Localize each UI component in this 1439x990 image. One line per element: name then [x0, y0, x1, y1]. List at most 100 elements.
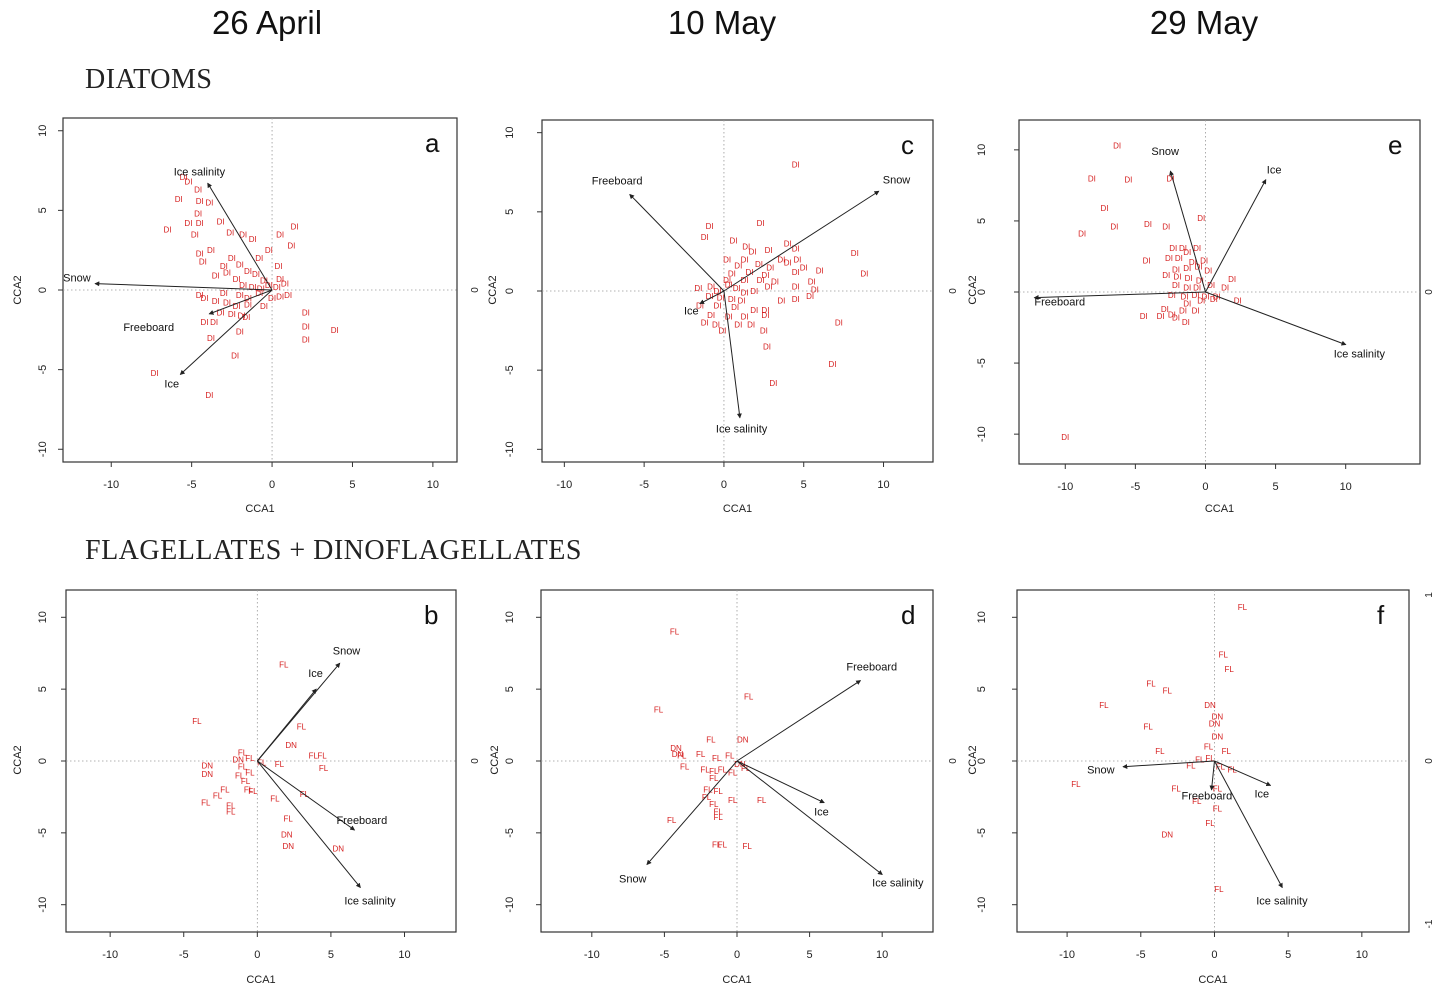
- env-arrow: [179, 289, 273, 375]
- y-axis-label: CCA2: [12, 745, 24, 774]
- site-point: FL: [1143, 723, 1153, 732]
- site-point: DI: [196, 249, 204, 258]
- site-point: DI: [706, 222, 714, 231]
- site-point: FL: [713, 807, 723, 816]
- site-point: DN: [734, 760, 746, 769]
- site-point: FL: [1163, 687, 1173, 696]
- site-point: DI: [728, 270, 736, 279]
- site-point: DI: [784, 259, 792, 268]
- site-point: DI: [220, 289, 228, 298]
- site-point: DI: [207, 246, 215, 255]
- site-point: DI: [244, 300, 252, 309]
- site-point: FL: [718, 840, 728, 849]
- site-point: DI: [777, 297, 785, 306]
- y-tick-label: 5: [976, 686, 988, 692]
- site-point: FL: [238, 748, 248, 757]
- site-point: DI: [1183, 284, 1191, 293]
- site-point: DI: [249, 235, 257, 244]
- site-point: DI: [233, 275, 241, 284]
- env-arrow-label: Ice: [814, 807, 829, 819]
- y-tick-label: 10: [504, 611, 516, 623]
- x-tick-label: -10: [556, 479, 572, 491]
- y-tick-label: 5: [976, 218, 988, 224]
- group-heading-diatoms: DIATOMS: [85, 64, 213, 95]
- site-point: DN: [285, 741, 297, 750]
- env-arrow: [646, 760, 738, 866]
- y-tick-label: -5: [976, 358, 988, 368]
- site-point: DI: [276, 275, 284, 284]
- y-tick-label: 5: [504, 686, 516, 692]
- x-tick-label: -10: [102, 949, 118, 961]
- site-point: DI: [1196, 277, 1204, 286]
- site-point: DI: [236, 261, 244, 270]
- site-point: FL: [1204, 743, 1214, 752]
- site-point: DI: [1200, 257, 1208, 266]
- site-point: DI: [217, 218, 225, 227]
- y-tick-label: -10: [976, 897, 988, 913]
- env-arrow: [257, 760, 356, 831]
- site-point: FL: [1171, 784, 1181, 793]
- site-point: DI: [1207, 281, 1215, 290]
- env-arrow-label: Freeboard: [336, 815, 387, 827]
- site-point: DI: [175, 195, 183, 204]
- group-heading-flagellates: FLAGELLATES + DINOFLAGELLATES: [85, 535, 582, 566]
- site-point: DN: [1212, 733, 1224, 742]
- site-point: DI: [1204, 267, 1212, 276]
- x-tick-label: -5: [179, 949, 189, 961]
- site-point: FL: [680, 763, 690, 772]
- env-arrow: [94, 281, 273, 291]
- site-point: DI: [302, 308, 310, 317]
- right-axis-tick-label: 0: [1424, 758, 1435, 764]
- site-point: DI: [201, 318, 209, 327]
- env-arrow-label: Ice salinity: [174, 166, 226, 178]
- site-point: DI: [784, 240, 792, 249]
- site-point: DI: [750, 287, 758, 296]
- env-arrow: [256, 760, 361, 889]
- site-point: FL: [1219, 651, 1229, 660]
- env-arrow-label: Freeboard: [1182, 791, 1233, 803]
- site-point: DI: [1197, 214, 1205, 223]
- site-point: DI: [816, 266, 824, 275]
- site-point: DN: [1162, 830, 1174, 839]
- site-point: DI: [769, 379, 777, 388]
- site-point: FL: [725, 751, 735, 760]
- site-point: DI: [236, 327, 244, 336]
- site-point: DI: [238, 311, 246, 320]
- site-point: DI: [714, 301, 722, 310]
- site-point: DI: [196, 219, 204, 228]
- site-point: FL: [235, 771, 245, 780]
- site-point: FL: [718, 766, 728, 775]
- site-point: DI: [223, 268, 231, 277]
- site-point: FL: [700, 766, 710, 775]
- x-tick-label: 10: [877, 479, 889, 491]
- env-arrow: [1205, 178, 1267, 293]
- x-tick-label: -10: [584, 949, 600, 961]
- x-tick-label: 0: [254, 949, 260, 961]
- site-point: DI: [1183, 248, 1191, 257]
- site-point: DI: [239, 281, 247, 290]
- y-tick-label: 0: [37, 758, 49, 764]
- site-point: DI: [723, 276, 731, 285]
- site-point: FL: [742, 842, 752, 851]
- env-arrow-label: Ice salinity: [344, 895, 396, 907]
- y-tick-label: 0: [504, 758, 516, 764]
- x-tick-label: 5: [349, 479, 355, 491]
- site-point: FL: [279, 661, 289, 670]
- site-point: FL: [241, 777, 251, 786]
- y-tick-label: -5: [504, 828, 516, 838]
- date-heading-10-may: 10 May: [667, 4, 777, 41]
- site-point: DI: [1193, 284, 1201, 293]
- site-point: DI: [707, 311, 715, 320]
- site-point: DI: [755, 260, 763, 269]
- site-point: FL: [757, 796, 767, 805]
- panel-letter: c: [901, 130, 914, 160]
- x-tick-label: 0: [1202, 481, 1208, 493]
- site-point: FL: [1155, 747, 1165, 756]
- y-tick-label: 5: [37, 686, 49, 692]
- site-point: FL: [1213, 784, 1223, 793]
- site-point: FL: [1192, 797, 1202, 806]
- site-point: DI: [1078, 230, 1086, 239]
- x-tick-label: 10: [1340, 481, 1352, 493]
